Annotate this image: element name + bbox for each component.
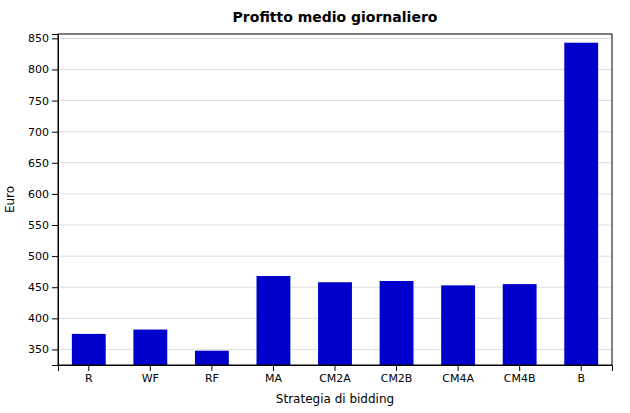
x-tick: R bbox=[85, 365, 93, 385]
x-tick: RF bbox=[205, 365, 219, 385]
plot-area bbox=[72, 43, 598, 365]
x-tick-mark bbox=[211, 365, 212, 371]
x-tick-mark bbox=[458, 365, 459, 371]
x-tick-mark bbox=[581, 365, 582, 371]
x-tick: MA bbox=[265, 365, 282, 385]
bar bbox=[318, 282, 352, 365]
x-tick-mark bbox=[273, 365, 274, 371]
x-tick-label: CM2A bbox=[319, 372, 351, 385]
bar bbox=[441, 285, 475, 365]
y-tick-label: 450 bbox=[28, 281, 49, 294]
bar bbox=[564, 43, 598, 365]
x-tick-label: CM4A bbox=[442, 372, 474, 385]
y-tick-label: 850 bbox=[28, 32, 49, 45]
bar bbox=[503, 284, 537, 365]
grid-line bbox=[58, 256, 612, 257]
y-tick-mark bbox=[52, 101, 58, 102]
x-tick-label: CM4B bbox=[504, 372, 536, 385]
x-tick: CM4A bbox=[442, 365, 474, 385]
y-tick: 700 bbox=[28, 126, 58, 139]
x-tick-label: CM2B bbox=[381, 372, 413, 385]
y-tick-mark bbox=[52, 256, 58, 257]
x-tick: CM2A bbox=[319, 365, 351, 385]
y-tick-mark bbox=[52, 225, 58, 226]
y-tick-label: 600 bbox=[28, 188, 49, 201]
y-tick-mark bbox=[52, 287, 58, 288]
y-tick-mark bbox=[52, 163, 58, 164]
y-tick-mark bbox=[52, 38, 58, 39]
y-axis-line bbox=[52, 35, 59, 366]
y-tick-mark bbox=[52, 318, 58, 319]
y-axis: 350 400 450 500 550 600 650 700 750 800 850 bbox=[28, 32, 59, 365]
y-tick-mark bbox=[52, 349, 58, 350]
y-tick: 450 bbox=[28, 281, 58, 294]
y-tick: 550 bbox=[28, 219, 58, 232]
x-tick: CM4B bbox=[504, 365, 536, 385]
x-tick-mark bbox=[88, 365, 89, 371]
x-axis: R WF RF MA CM2A CM2B CM4A CM4B B bbox=[59, 365, 613, 385]
bar bbox=[257, 276, 291, 365]
bar bbox=[195, 351, 229, 365]
x-tick: WF bbox=[142, 365, 159, 385]
grid-line bbox=[58, 131, 612, 132]
x-tick-label: WF bbox=[142, 372, 159, 385]
y-axis-title: Euro bbox=[3, 186, 17, 213]
y-tick-label: 400 bbox=[28, 312, 49, 325]
plot-frame bbox=[58, 34, 612, 365]
x-tick-mark bbox=[335, 365, 336, 371]
y-tick: 850 bbox=[28, 32, 58, 45]
x-axis-title: Strategia di bidding bbox=[276, 392, 394, 406]
y-tick-label: 700 bbox=[28, 126, 49, 139]
x-tick: B bbox=[577, 365, 585, 385]
grid-line bbox=[58, 100, 612, 101]
grid-line bbox=[58, 225, 612, 226]
y-tick: 600 bbox=[28, 188, 58, 201]
chart: R WF RF MA CM2A CM2B CM4A CM4B B 350 400 450 500 550 6… bbox=[0, 0, 630, 413]
grid-line bbox=[58, 69, 612, 70]
y-tick: 800 bbox=[28, 63, 58, 76]
y-tick-label: 350 bbox=[28, 343, 49, 356]
y-tick-label: 550 bbox=[28, 219, 49, 232]
bar bbox=[380, 281, 414, 365]
y-tick-mark bbox=[52, 132, 58, 133]
bar bbox=[133, 330, 167, 365]
x-tick-label: R bbox=[85, 372, 93, 385]
x-tick-label: B bbox=[577, 372, 585, 385]
grid-line bbox=[58, 193, 612, 194]
grid-line bbox=[58, 38, 612, 39]
y-tick-label: 800 bbox=[28, 63, 49, 76]
x-tick-label: RF bbox=[205, 372, 219, 385]
x-tick: CM2B bbox=[381, 365, 413, 385]
x-tick-mark bbox=[519, 365, 520, 371]
x-tick-mark bbox=[150, 365, 151, 371]
bar bbox=[72, 334, 106, 365]
x-tick-label: MA bbox=[265, 372, 282, 385]
y-tick-mark bbox=[52, 194, 58, 195]
y-tick-label: 750 bbox=[28, 95, 49, 108]
grid-line bbox=[58, 162, 612, 163]
y-tick-mark bbox=[52, 69, 58, 70]
y-tick: 400 bbox=[28, 312, 58, 325]
y-tick: 350 bbox=[28, 343, 58, 356]
y-tick-label: 650 bbox=[28, 157, 49, 170]
x-axis-line bbox=[59, 366, 613, 372]
y-tick: 650 bbox=[28, 157, 58, 170]
y-tick: 500 bbox=[28, 250, 58, 263]
x-tick-mark bbox=[396, 365, 397, 371]
y-tick-label: 500 bbox=[28, 250, 49, 263]
title: Profitto medio giornaliero bbox=[233, 9, 438, 25]
y-tick: 750 bbox=[28, 95, 58, 108]
